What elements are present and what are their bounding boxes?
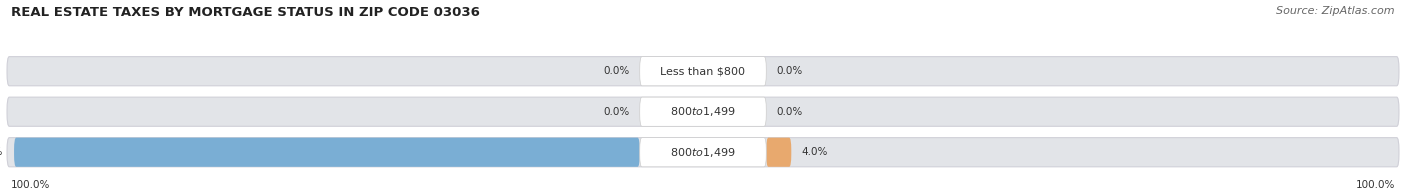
Text: REAL ESTATE TAXES BY MORTGAGE STATUS IN ZIP CODE 03036: REAL ESTATE TAXES BY MORTGAGE STATUS IN … <box>11 6 479 19</box>
Text: $800 to $1,499: $800 to $1,499 <box>671 146 735 159</box>
FancyBboxPatch shape <box>7 57 1399 86</box>
FancyBboxPatch shape <box>640 138 766 167</box>
FancyBboxPatch shape <box>7 138 1399 167</box>
FancyBboxPatch shape <box>766 138 792 167</box>
Text: $800 to $1,499: $800 to $1,499 <box>671 105 735 118</box>
Text: 0.0%: 0.0% <box>778 107 803 117</box>
FancyBboxPatch shape <box>640 97 766 126</box>
Text: 100.0%: 100.0% <box>11 180 51 190</box>
Text: 4.0%: 4.0% <box>801 147 828 157</box>
Text: 100.0%: 100.0% <box>1355 180 1395 190</box>
Text: 100.0%: 100.0% <box>0 147 3 157</box>
Text: Less than $800: Less than $800 <box>661 66 745 76</box>
Text: 0.0%: 0.0% <box>603 107 630 117</box>
FancyBboxPatch shape <box>640 57 766 86</box>
Text: Source: ZipAtlas.com: Source: ZipAtlas.com <box>1277 6 1395 16</box>
FancyBboxPatch shape <box>14 138 640 167</box>
Text: 0.0%: 0.0% <box>778 66 803 76</box>
FancyBboxPatch shape <box>7 97 1399 126</box>
Text: 0.0%: 0.0% <box>603 66 630 76</box>
